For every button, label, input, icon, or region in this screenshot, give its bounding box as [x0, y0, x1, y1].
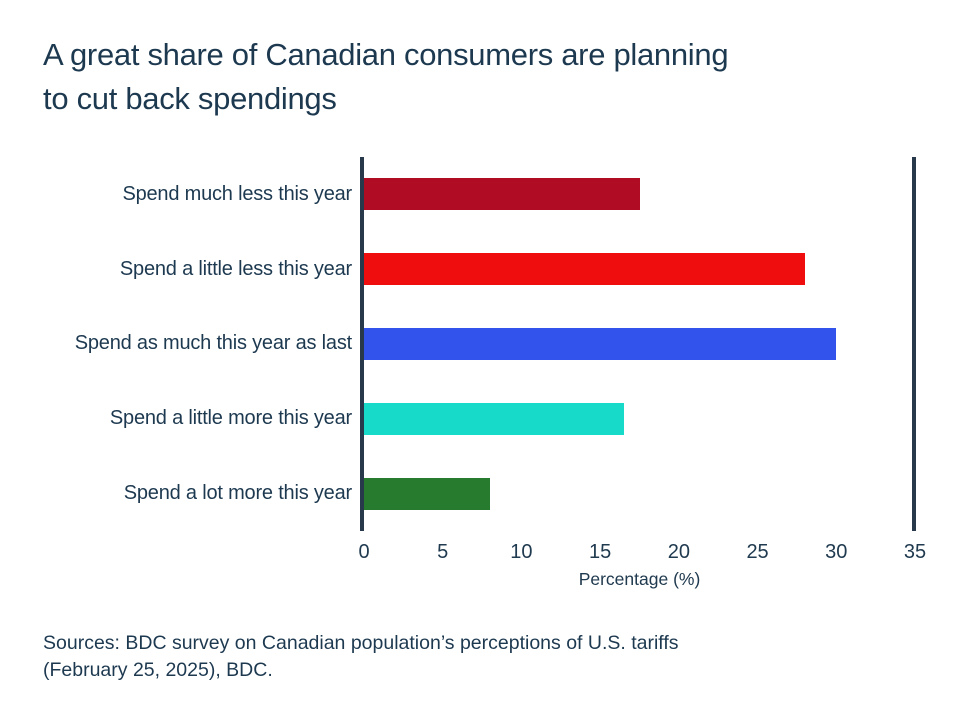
x-axis-ticks: 0 5 10 15 20 25 30 35: [358, 541, 926, 565]
bar-track: [364, 327, 915, 360]
x-axis-tick-label: 5: [437, 541, 449, 563]
bar-category-label: Spend a little more this year: [109, 407, 352, 430]
x-axis-tick-label: 30: [825, 541, 848, 563]
bar-category-label: Spend as much this year as last: [74, 332, 352, 355]
source-note: Sources: BDC survey on Canadian populati…: [43, 632, 679, 681]
chart-title: A great share of Canadian consumers are …: [43, 37, 729, 117]
bar-track: [364, 477, 915, 510]
bar-row: Spend a lot more this year: [0, 456, 960, 531]
bar-category-label: Spend much less this year: [122, 182, 352, 205]
right-boundary-line: [912, 157, 916, 531]
bar-category-label: Spend a lot more this year: [123, 482, 352, 505]
bar-track: [364, 253, 915, 286]
x-axis-tick-label: 15: [589, 541, 612, 563]
bar-category-label: Spend a little less this year: [119, 257, 352, 280]
y-axis-line: [360, 157, 364, 531]
bar-track: [364, 402, 915, 435]
x-axis-tick-label: 20: [667, 541, 690, 563]
x-axis-tick-label: 10: [510, 541, 533, 563]
bar-chart: Spend much less this year Spend a little …: [0, 157, 960, 531]
bar-row: Spend a little less this year: [0, 232, 960, 307]
x-axis-tick-label: 35: [903, 541, 927, 563]
bar: [364, 178, 640, 211]
x-axis-tick-label: 25: [746, 541, 769, 563]
bar: [364, 477, 490, 510]
bar-track: [364, 178, 915, 211]
bar-row: Spend a little more this year: [0, 381, 960, 456]
bar: [364, 327, 837, 360]
bar: [364, 253, 805, 286]
x-axis-tick-label: 0: [358, 541, 370, 563]
bar: [364, 402, 624, 435]
x-axis-label: Percentage (%): [578, 569, 701, 589]
bar-row: Spend as much this year as last: [0, 307, 960, 382]
bar-row: Spend much less this year: [0, 157, 960, 232]
